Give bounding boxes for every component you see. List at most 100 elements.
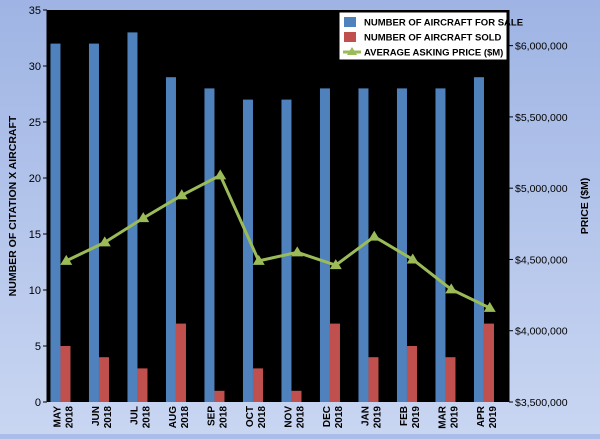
bar-for-sale: [396, 88, 407, 403]
price-line: [65, 173, 491, 310]
legend-swatch: [344, 17, 356, 27]
left-tick-label: 30: [29, 61, 41, 73]
x-tick-label: JUL 2018: [129, 406, 152, 429]
right-tick-label: $5,500,000: [515, 112, 568, 124]
left-tick-label: 25: [29, 117, 41, 129]
plot-area: [47, 10, 509, 402]
right-axis: $3,500,000 $4,000,000 $4,500,000 $5,000,000…: [508, 10, 568, 409]
x-tick-label-year: 2018: [141, 406, 152, 429]
left-tick-label: 0: [35, 397, 41, 409]
price-marker: [406, 253, 419, 264]
bar-sold: [60, 346, 71, 402]
x-tick-label-year: 2018: [334, 406, 345, 429]
x-tick-label: NOV 2018: [283, 406, 306, 429]
bar-for-sale: [319, 88, 330, 403]
x-tick-label: DEC 2018: [322, 406, 345, 429]
bar-sold: [214, 390, 225, 402]
x-tick-label-month: APR: [476, 405, 487, 427]
price-marker: [60, 254, 73, 265]
bar-sold: [252, 368, 263, 402]
left-tick-label: 10: [29, 285, 41, 297]
x-tick-label-month: FEB: [399, 406, 410, 426]
price-marker: [329, 259, 342, 270]
bar-for-sale: [281, 99, 292, 402]
legend-box: [338, 11, 508, 61]
x-tick-label-month: MAR: [437, 405, 448, 429]
legend-swatch-marker: [347, 47, 357, 55]
x-tick-label: OCT 2018: [245, 406, 268, 429]
x-tick-label-month: JUL: [129, 406, 140, 425]
x-tick-label-year: 2018: [295, 406, 306, 429]
right-tick-label: $3,500,000: [515, 397, 568, 409]
legend-label: NUMBER OF AIRCRAFT SOLD: [364, 33, 502, 44]
x-tick-label-month: AUG: [168, 406, 179, 428]
bar-for-sale: [435, 88, 446, 403]
x-tick-label: AUG 2018: [168, 406, 191, 429]
bar-sold: [368, 357, 379, 402]
price-marker: [214, 169, 227, 180]
x-tick-label: JAN 2019: [360, 406, 383, 429]
x-axis-labels: MAY 2018 JUN 2018 JUL 2018 AUG 2018 SEP 2018 OCT 20…: [52, 405, 499, 429]
x-tick-label-month: OCT: [245, 406, 256, 427]
x-tick-label: MAR 2019: [437, 405, 460, 429]
left-axis: 0 5 10 15 20 25 30 35: [29, 5, 48, 409]
bar-sold: [291, 390, 302, 402]
y-axis-label-right: PRICE ($M): [579, 178, 591, 235]
bar-for-sale: [165, 77, 176, 402]
bar-sold: [445, 357, 456, 402]
x-tick-label: FEB 2019: [399, 406, 422, 429]
left-tick-label: 20: [29, 173, 41, 185]
price-marker: [175, 189, 188, 200]
x-tick-label-year: 2019: [372, 406, 383, 429]
left-tick-label: 35: [29, 5, 41, 17]
x-tick-label: APR 2019: [476, 405, 499, 428]
bar-sold: [406, 346, 417, 402]
left-tick-label: 15: [29, 229, 41, 241]
x-tick-label-year: 2019: [449, 406, 460, 429]
bar-for-sale: [204, 88, 215, 403]
right-tick-label: $5,000,000: [515, 183, 568, 195]
price-marker: [445, 283, 458, 294]
x-tick-label: JUN 2018: [91, 406, 114, 429]
right-tick-label: $4,500,000: [515, 254, 568, 266]
x-tick-label-month: JUN: [91, 406, 102, 426]
bar-sold: [98, 357, 109, 402]
x-tick-label-month: NOV: [283, 406, 294, 428]
legend-swatch: [344, 32, 356, 42]
bar-sold: [483, 323, 494, 402]
price-line-layer: [60, 169, 496, 312]
x-tick-label-year: 2019: [411, 406, 422, 429]
bar-for-sale: [50, 43, 61, 402]
legend: NUMBER OF AIRCRAFT FOR SALE NUMBER OF AIR…: [338, 11, 523, 61]
x-tick-label-year: 2019: [488, 406, 499, 429]
bar-for-sale: [242, 99, 253, 402]
x-tick-label-month: JAN: [360, 406, 371, 426]
bars-layer: [50, 32, 494, 403]
legend-label: AVERAGE ASKING PRICE ($M): [364, 48, 503, 59]
x-tick-label-month: DEC: [322, 406, 333, 427]
left-tick-label: 5: [35, 341, 41, 353]
x-tick-label-year: 2018: [257, 406, 268, 429]
x-tick-label-month: SEP: [206, 406, 217, 426]
x-tick-label-year: 2018: [180, 406, 191, 429]
right-tick-label: $6,000,000: [515, 41, 568, 53]
x-tick-label: SEP 2018: [206, 406, 229, 429]
x-tick-label-year: 2018: [218, 406, 229, 429]
bar-for-sale: [127, 32, 138, 403]
x-tick-label-year: 2018: [103, 406, 114, 429]
bar-for-sale: [473, 77, 484, 402]
x-tick-label-month: MAY: [52, 406, 63, 428]
legend-label: NUMBER OF AIRCRAFT FOR SALE: [364, 18, 523, 29]
bar-sold: [137, 368, 148, 402]
y-axis-label-left: NUMBER OF CITATION X AIRCRAFT: [7, 115, 19, 296]
bar-for-sale: [88, 43, 99, 402]
price-marker: [137, 212, 150, 223]
price-marker: [483, 301, 496, 312]
price-marker: [252, 254, 265, 265]
price-marker: [291, 246, 304, 257]
x-tick-label-year: 2018: [64, 406, 75, 429]
price-marker: [368, 230, 381, 241]
bar-sold: [175, 323, 186, 402]
